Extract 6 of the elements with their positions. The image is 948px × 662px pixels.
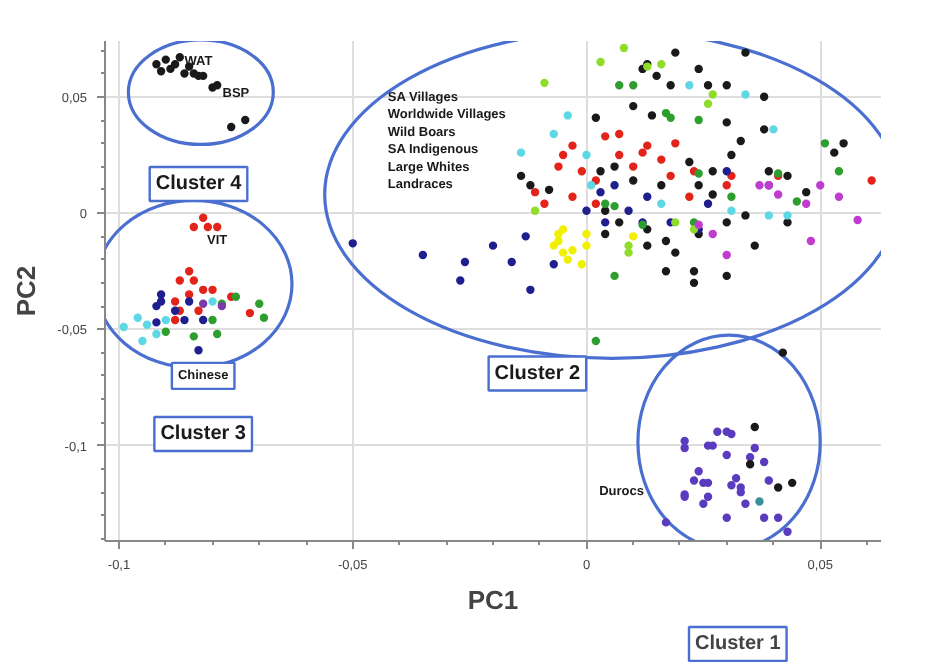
- y-axis-title: PC2: [11, 265, 42, 317]
- x-axis-title: PC1: [467, 585, 519, 615]
- text: Cluster 1: [695, 633, 782, 655]
- annotation: Cluster 4: [155, 173, 243, 196]
- annotation: Cluster 3: [160, 423, 247, 446]
- annotation: Cluster 2: [494, 362, 582, 385]
